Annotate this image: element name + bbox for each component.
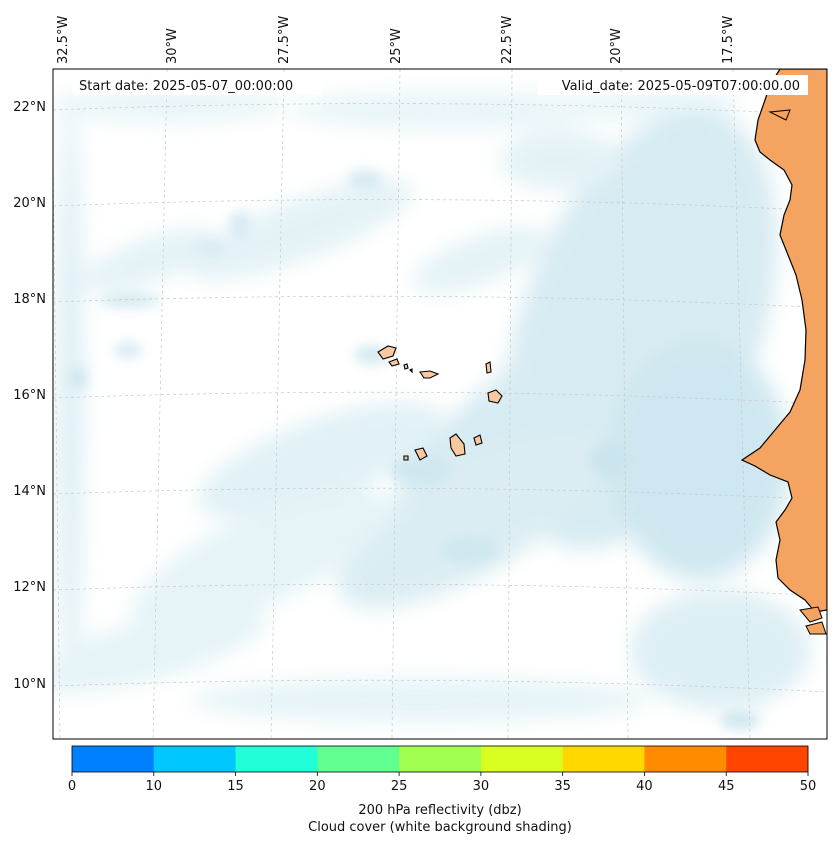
map-frame bbox=[52, 68, 828, 740]
colorbar-tick-label: 50 bbox=[800, 779, 817, 794]
start-date-label: Start date: 2025-05-07_00:00:00 bbox=[79, 79, 293, 94]
colorbar-tick-label: 30 bbox=[473, 779, 490, 794]
valid-date-box bbox=[538, 75, 808, 95]
lon-label-25w: 25°W bbox=[389, 28, 404, 64]
africa-landmass bbox=[740, 69, 827, 635]
colorbar-tick-label: 20 bbox=[309, 779, 326, 794]
lon-label-22-5w: 22.5°W bbox=[500, 16, 515, 64]
lat-label-12n: 12°N bbox=[13, 580, 46, 595]
colorbar: 0 10 15 20 25 30 35 40 45 50 bbox=[68, 745, 817, 794]
colorbar-tick-label: 45 bbox=[718, 779, 735, 794]
colorbar-segment bbox=[480, 746, 563, 772]
colorbar-frame bbox=[71, 745, 809, 773]
colorbar-sublabel: Cloud cover (white background shading) bbox=[308, 820, 572, 835]
longitude-labels: 32.5°W 30°W 27.5°W 25°W 22.5°W 20°W 17.5… bbox=[56, 16, 736, 64]
start-date-box bbox=[72, 75, 322, 95]
lon-label-30w: 30°W bbox=[165, 28, 180, 64]
colorbar-tick-label: 40 bbox=[636, 779, 653, 794]
lon-label-32-5w: 32.5°W bbox=[56, 16, 71, 64]
lat-label-20n: 20°N bbox=[13, 196, 46, 211]
cloud-cover-shading bbox=[53, 87, 810, 730]
lon-label-17-5w: 17.5°W bbox=[721, 16, 736, 64]
colorbar-segment bbox=[399, 746, 482, 772]
colorbar-tick-label: 25 bbox=[391, 779, 408, 794]
colorbar-segment bbox=[644, 746, 727, 772]
gridlines bbox=[53, 69, 827, 739]
lon-label-27-5w: 27.5°W bbox=[277, 16, 292, 64]
valid-date-label: Valid_date: 2025-05-09T07:00:00.00 bbox=[562, 79, 800, 94]
colorbar-tick-label: 15 bbox=[227, 779, 244, 794]
colorbar-tick-label: 0 bbox=[68, 779, 76, 794]
colorbar-label: 200 hPa reflectivity (dbz) bbox=[358, 803, 521, 818]
lon-label-20w: 20°W bbox=[609, 28, 624, 64]
lat-label-22n: 22°N bbox=[13, 100, 46, 115]
colorbar-segment bbox=[726, 746, 809, 772]
colorbar-tick-label: 10 bbox=[146, 779, 163, 794]
colorbar-segment bbox=[317, 746, 400, 772]
cape-verde-islands bbox=[377, 345, 503, 461]
map-content bbox=[53, 69, 827, 739]
lat-label-16n: 16°N bbox=[13, 388, 46, 403]
colorbar-segment bbox=[72, 746, 155, 772]
lat-label-14n: 14°N bbox=[13, 484, 46, 499]
lat-label-10n: 10°N bbox=[13, 677, 46, 692]
colorbar-segment bbox=[235, 746, 318, 772]
lat-label-18n: 18°N bbox=[13, 292, 46, 307]
colorbar-segment bbox=[153, 746, 236, 772]
colorbar-tick-label: 35 bbox=[554, 779, 571, 794]
latitude-labels: 22°N 20°N 18°N 16°N 14°N 12°N 10°N bbox=[13, 100, 46, 692]
colorbar-segment bbox=[562, 746, 645, 772]
